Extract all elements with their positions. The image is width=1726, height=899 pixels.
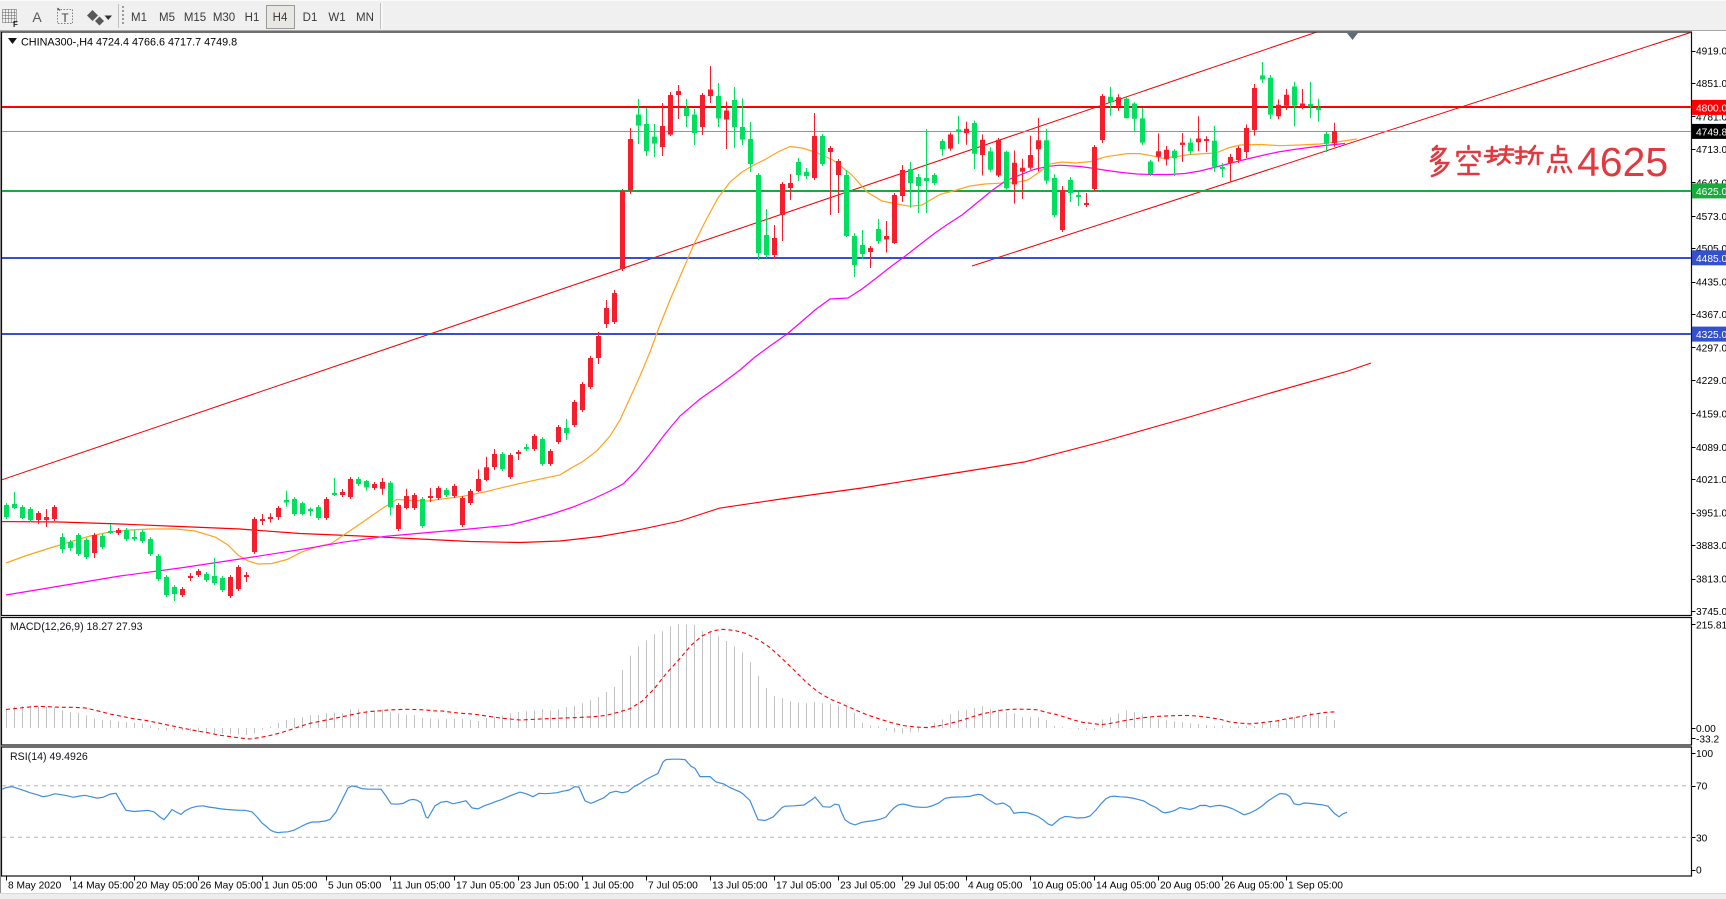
svg-text:8 May 2020: 8 May 2020 xyxy=(8,881,62,892)
svg-text:4089.0: 4089.0 xyxy=(1696,443,1726,454)
svg-text:20 Aug 05:00: 20 Aug 05:00 xyxy=(1160,881,1220,892)
svg-text:4749.8: 4749.8 xyxy=(1696,127,1726,138)
svg-text:4625.0: 4625.0 xyxy=(1696,187,1726,198)
svg-text:3813.0: 3813.0 xyxy=(1696,575,1726,586)
svg-text:4367.0: 4367.0 xyxy=(1696,310,1726,321)
svg-text:M30: M30 xyxy=(213,12,235,24)
svg-text:4851.0: 4851.0 xyxy=(1696,79,1726,90)
svg-text:215.81: 215.81 xyxy=(1696,621,1726,632)
svg-text:70: 70 xyxy=(1696,782,1708,793)
svg-text:4159.0: 4159.0 xyxy=(1696,409,1726,420)
svg-text:23 Jun 05:00: 23 Jun 05:00 xyxy=(520,881,579,892)
svg-text:26 May 05:00: 26 May 05:00 xyxy=(200,881,262,892)
svg-text:4485.0: 4485.0 xyxy=(1696,254,1726,265)
svg-text:H1: H1 xyxy=(245,12,260,24)
svg-text:M15: M15 xyxy=(184,12,206,24)
svg-text:1 Jul 05:00: 1 Jul 05:00 xyxy=(584,881,634,892)
svg-text:29 Jul 05:00: 29 Jul 05:00 xyxy=(904,881,960,892)
svg-text:4325.0: 4325.0 xyxy=(1696,330,1726,341)
svg-text:0.00: 0.00 xyxy=(1696,724,1716,735)
svg-text:MN: MN xyxy=(356,12,374,24)
svg-text:4 Aug 05:00: 4 Aug 05:00 xyxy=(968,881,1023,892)
svg-text:26 Aug 05:00: 26 Aug 05:00 xyxy=(1224,881,1284,892)
svg-text:4573.0: 4573.0 xyxy=(1696,212,1726,223)
svg-text:5 Jun 05:00: 5 Jun 05:00 xyxy=(328,881,382,892)
svg-text:-33.2: -33.2 xyxy=(1696,735,1720,746)
svg-text:20 May 05:00: 20 May 05:00 xyxy=(136,881,198,892)
svg-text:17 Jul 05:00: 17 Jul 05:00 xyxy=(776,881,832,892)
svg-text:MACD(12,26,9) 18.27 27.93: MACD(12,26,9) 18.27 27.93 xyxy=(10,621,143,633)
svg-text:D1: D1 xyxy=(303,12,318,24)
svg-text:4229.0: 4229.0 xyxy=(1696,376,1726,387)
svg-text:4435.0: 4435.0 xyxy=(1696,278,1726,289)
svg-text:F: F xyxy=(13,20,18,29)
svg-text:30: 30 xyxy=(1696,833,1708,844)
svg-text:T: T xyxy=(61,11,69,25)
svg-text:4297.0: 4297.0 xyxy=(1696,344,1726,355)
svg-text:4021.0: 4021.0 xyxy=(1696,475,1726,486)
svg-text:4505.0: 4505.0 xyxy=(1696,244,1726,255)
svg-text:4713.0: 4713.0 xyxy=(1696,145,1726,156)
svg-text:14 Aug 05:00: 14 Aug 05:00 xyxy=(1096,881,1156,892)
svg-text:3951.0: 3951.0 xyxy=(1696,509,1726,520)
svg-text:13 Jul 05:00: 13 Jul 05:00 xyxy=(712,881,768,892)
svg-text:14 May 05:00: 14 May 05:00 xyxy=(72,881,134,892)
svg-text:A: A xyxy=(32,9,42,25)
svg-text:4625: 4625 xyxy=(1577,139,1668,185)
svg-text:H4: H4 xyxy=(273,12,288,24)
svg-text:10 Aug 05:00: 10 Aug 05:00 xyxy=(1032,881,1092,892)
svg-text:11 Jun 05:00: 11 Jun 05:00 xyxy=(392,881,450,892)
svg-text:4919.0: 4919.0 xyxy=(1696,47,1726,58)
svg-text:M1: M1 xyxy=(131,12,147,24)
svg-text:W1: W1 xyxy=(328,12,345,24)
svg-text:4800.0: 4800.0 xyxy=(1696,103,1726,114)
svg-text:23 Jul 05:00: 23 Jul 05:00 xyxy=(840,881,896,892)
svg-text:1 Sep 05:00: 1 Sep 05:00 xyxy=(1288,881,1343,892)
svg-text:7 Jul 05:00: 7 Jul 05:00 xyxy=(648,881,698,892)
svg-text:17 Jun 05:00: 17 Jun 05:00 xyxy=(456,881,515,892)
svg-text:RSI(14) 49.4926: RSI(14) 49.4926 xyxy=(10,751,88,763)
svg-text:CHINA300-,H4 4724.4 4766.6 47: CHINA300-,H4 4724.4 4766.6 4717.7 4749.8 xyxy=(21,37,237,49)
svg-text:0: 0 xyxy=(1696,866,1702,877)
svg-text:4781.0: 4781.0 xyxy=(1696,113,1726,124)
svg-text:M5: M5 xyxy=(159,12,175,24)
svg-text:3745.0: 3745.0 xyxy=(1696,607,1726,618)
svg-text:100: 100 xyxy=(1696,749,1713,760)
svg-text:3883.0: 3883.0 xyxy=(1696,541,1726,552)
svg-text:1 Jun 05:00: 1 Jun 05:00 xyxy=(264,881,318,892)
